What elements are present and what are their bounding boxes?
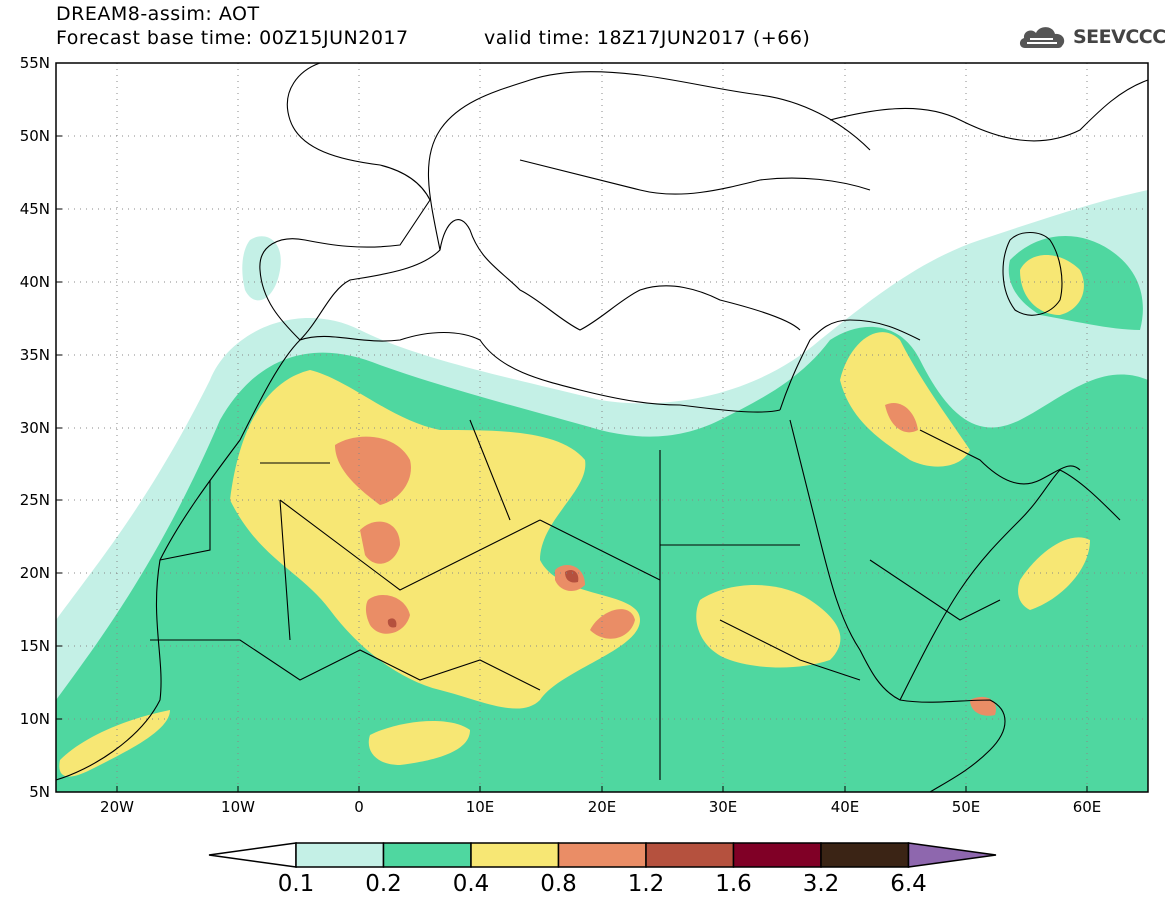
colorbar-cell bbox=[382, 842, 472, 868]
graticule bbox=[56, 63, 1148, 792]
lat-label: 45N bbox=[20, 200, 50, 218]
colorbar-cell bbox=[732, 842, 822, 868]
aot-band-yellow-sahara bbox=[230, 370, 640, 709]
colorbar-under-arrow bbox=[208, 842, 297, 868]
logo-text: SEEVCCC bbox=[1073, 26, 1165, 48]
cloud-logo-icon bbox=[1019, 27, 1065, 48]
lat-label: 15N bbox=[20, 637, 50, 655]
colorbar-label: 3.2 bbox=[802, 871, 840, 897]
colorbar-label: 0.1 bbox=[277, 871, 315, 897]
lat-label: 30N bbox=[20, 419, 50, 437]
lon-label: 10E bbox=[466, 798, 495, 816]
lon-label: 20E bbox=[588, 798, 617, 816]
aot-fields bbox=[56, 190, 1148, 792]
aot-band-light-north bbox=[242, 236, 281, 301]
colorbar-label: 0.2 bbox=[365, 871, 402, 897]
aot-band-yellow-caspian bbox=[1020, 255, 1084, 315]
lat-label: 50N bbox=[20, 127, 50, 145]
lon-label: 20W bbox=[100, 798, 134, 816]
aot-band-brown-mali bbox=[387, 618, 397, 628]
aot-band-orange-somalia bbox=[970, 696, 996, 716]
lon-label: 0 bbox=[354, 798, 364, 816]
base-time-text: Forecast base time: 00Z15JUN2017 bbox=[56, 27, 409, 49]
colorbar-cell bbox=[557, 842, 647, 868]
colorbar-label: 1.6 bbox=[715, 871, 752, 897]
aot-band-yellow-gulf-guinea bbox=[368, 720, 470, 765]
map-title: DREAM8-assim: AOT bbox=[56, 3, 260, 25]
aot-band-yellow-sudan bbox=[696, 585, 841, 668]
colorbar-label: 0.8 bbox=[540, 871, 577, 897]
lat-label: 20N bbox=[20, 564, 50, 582]
lat-label: 40N bbox=[20, 273, 50, 291]
lon-label: 40E bbox=[831, 798, 860, 816]
coastlines bbox=[56, 63, 1148, 792]
colorbar-cell bbox=[645, 842, 735, 868]
lon-label: 10W bbox=[221, 798, 255, 816]
colorbar-cell bbox=[470, 842, 560, 868]
forecast-base-time: Forecast base time: 00Z15JUN2017 valid ti… bbox=[56, 27, 810, 49]
colorbar-label: 6.4 bbox=[890, 871, 927, 897]
colorbar-cell bbox=[295, 842, 385, 868]
ticks bbox=[56, 62, 1088, 793]
seevccc-logo: SEEVCCC bbox=[1017, 22, 1165, 52]
lon-label: 50E bbox=[952, 798, 981, 816]
aot-band-orange-niger bbox=[360, 521, 400, 564]
colorbar-label: 0.4 bbox=[452, 871, 490, 897]
lat-label: 5N bbox=[29, 783, 50, 801]
colorbar bbox=[208, 842, 997, 868]
lat-label: 35N bbox=[20, 346, 50, 364]
colorbar-over-arrow bbox=[907, 842, 997, 868]
colorbar-label: 1.2 bbox=[627, 871, 665, 897]
colorbar-cell bbox=[820, 842, 910, 868]
aot-band-yellow-atlantic bbox=[59, 710, 170, 777]
aot-band-yellow-oman bbox=[1018, 537, 1090, 610]
lon-label: 30E bbox=[709, 798, 738, 816]
lat-labels: 55N 50N 45N 40N 35N 30N 25N 20N 15N 10N … bbox=[20, 54, 50, 801]
lon-labels: 20W 10W 0 10E 20E 30E 40E 50E 60E bbox=[100, 798, 1101, 816]
aot-band-orange-darfur bbox=[590, 609, 635, 639]
aot-band-orange-mali bbox=[365, 595, 410, 634]
aot-band-brown-chad bbox=[565, 570, 579, 583]
aot-band-orange-iraq bbox=[885, 402, 918, 433]
lat-label: 10N bbox=[20, 710, 50, 728]
lat-label: 25N bbox=[20, 491, 50, 509]
valid-time: valid time: 18Z17JUN2017 (+66) bbox=[484, 27, 811, 49]
aot-band-yellow-arabia bbox=[840, 332, 970, 467]
lat-label: 55N bbox=[20, 54, 50, 72]
lon-label: 60E bbox=[1073, 798, 1102, 816]
aot-band-orange-algeria bbox=[335, 436, 411, 505]
